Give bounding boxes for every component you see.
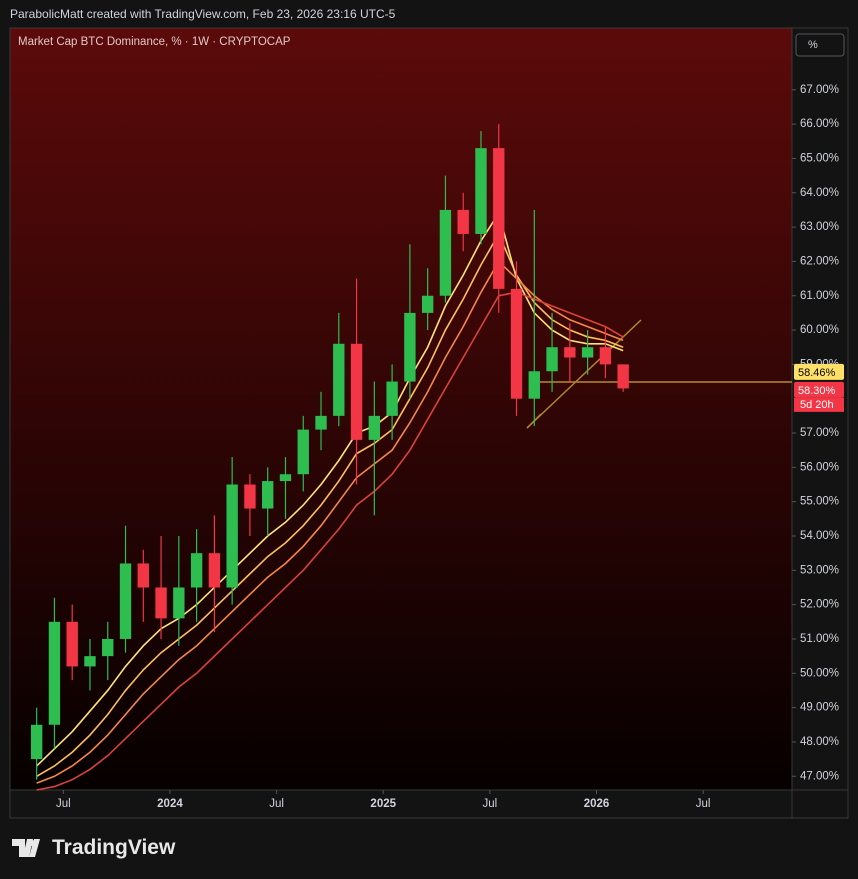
y-tick-label: 56.00% <box>800 461 839 473</box>
candle-body <box>528 371 540 399</box>
countdown: 5d 20h <box>800 399 834 411</box>
ribbon-line <box>36 232 624 777</box>
candle-body <box>297 429 309 475</box>
candle-body <box>262 481 274 509</box>
scale-button[interactable] <box>795 33 845 57</box>
scale-button-label[interactable]: % <box>808 39 818 51</box>
candle-body <box>190 553 203 588</box>
candle-body <box>173 587 185 619</box>
frame <box>9 27 849 819</box>
y-tick-label: 54.00% <box>800 530 839 542</box>
candle-body <box>155 587 167 619</box>
candle-body <box>386 381 398 416</box>
logo-text: TradingView <box>52 836 176 859</box>
candle-body <box>493 148 505 289</box>
trend-line <box>526 319 642 429</box>
candle-body <box>315 415 327 430</box>
y-tick-label: 62.00% <box>800 255 839 267</box>
x-tick-label: 2025 <box>370 798 396 810</box>
candle-body <box>66 621 78 667</box>
candle-body <box>244 484 256 509</box>
y-tick-label: 63.00% <box>800 221 839 233</box>
candle-body <box>617 364 629 389</box>
y-tick-label: 53.00% <box>800 564 839 576</box>
candle-body <box>226 484 238 588</box>
time-axis-area <box>10 790 848 818</box>
legend-title: Market Cap BTC Dominance, % · 1W · CRYPT… <box>18 36 291 48</box>
candle-body <box>404 312 416 382</box>
y-tick-label: 64.00% <box>800 187 839 199</box>
price-label: 58.30% <box>798 385 836 397</box>
candle-body <box>48 621 61 725</box>
y-tick-label: 52.00% <box>800 599 839 611</box>
ribbon-line <box>36 260 624 784</box>
candle-body <box>457 209 469 234</box>
candle-body <box>581 347 594 358</box>
x-tick-label: Jul <box>56 798 71 810</box>
header-caption: ParabolicMatt created with TradingView.c… <box>10 7 396 21</box>
candle-body <box>475 148 487 234</box>
logo-icon <box>12 839 40 857</box>
candle-body <box>564 347 576 358</box>
candle-body <box>84 656 96 667</box>
candle-body <box>510 288 523 399</box>
x-tick-label: Jul <box>696 798 711 810</box>
y-tick-label: 51.00% <box>800 633 839 645</box>
price-label-box <box>794 381 844 398</box>
y-tick-label: 66.00% <box>800 118 839 130</box>
y-tick-label: 47.00% <box>800 770 839 782</box>
candle-body <box>102 638 114 657</box>
x-tick-label: 2024 <box>157 798 183 810</box>
candle-body <box>439 209 452 296</box>
candle-body <box>368 415 381 440</box>
y-tick-label: 65.00% <box>800 152 839 164</box>
y-tick-label: 67.00% <box>800 84 839 96</box>
candle-body <box>599 347 612 365</box>
ribbon-line <box>36 291 624 791</box>
countdown-box <box>794 397 844 412</box>
candle-body <box>350 343 363 440</box>
candle-body <box>546 347 558 372</box>
candle-body <box>208 553 221 588</box>
price-label-box <box>794 363 844 380</box>
x-tick-label: 2026 <box>584 798 610 810</box>
x-tick-label: Jul <box>269 798 284 810</box>
candle-body <box>279 474 292 482</box>
y-tick-label: 57.00% <box>800 427 839 439</box>
candle-body <box>421 295 434 313</box>
y-tick-label: 61.00% <box>800 290 839 302</box>
y-tick-label: 55.00% <box>800 496 839 508</box>
plot-background <box>10 28 792 790</box>
price-axis-area <box>792 28 848 818</box>
candle-body <box>30 724 43 760</box>
candle-body <box>333 343 345 416</box>
candle-body <box>137 563 149 588</box>
candle-body <box>119 563 132 639</box>
y-tick-label: 48.00% <box>800 736 839 748</box>
y-tick-label: 50.00% <box>800 667 839 679</box>
chart: % Market Cap BTC Dominance, % · 1W · CRY… <box>9 27 849 819</box>
y-tick-label: 49.00% <box>800 702 839 714</box>
logo: TradingView <box>12 836 175 860</box>
price-label: 58.46% <box>798 367 836 379</box>
x-tick-label: Jul <box>483 798 498 810</box>
y-tick-label: 60.00% <box>800 324 839 336</box>
